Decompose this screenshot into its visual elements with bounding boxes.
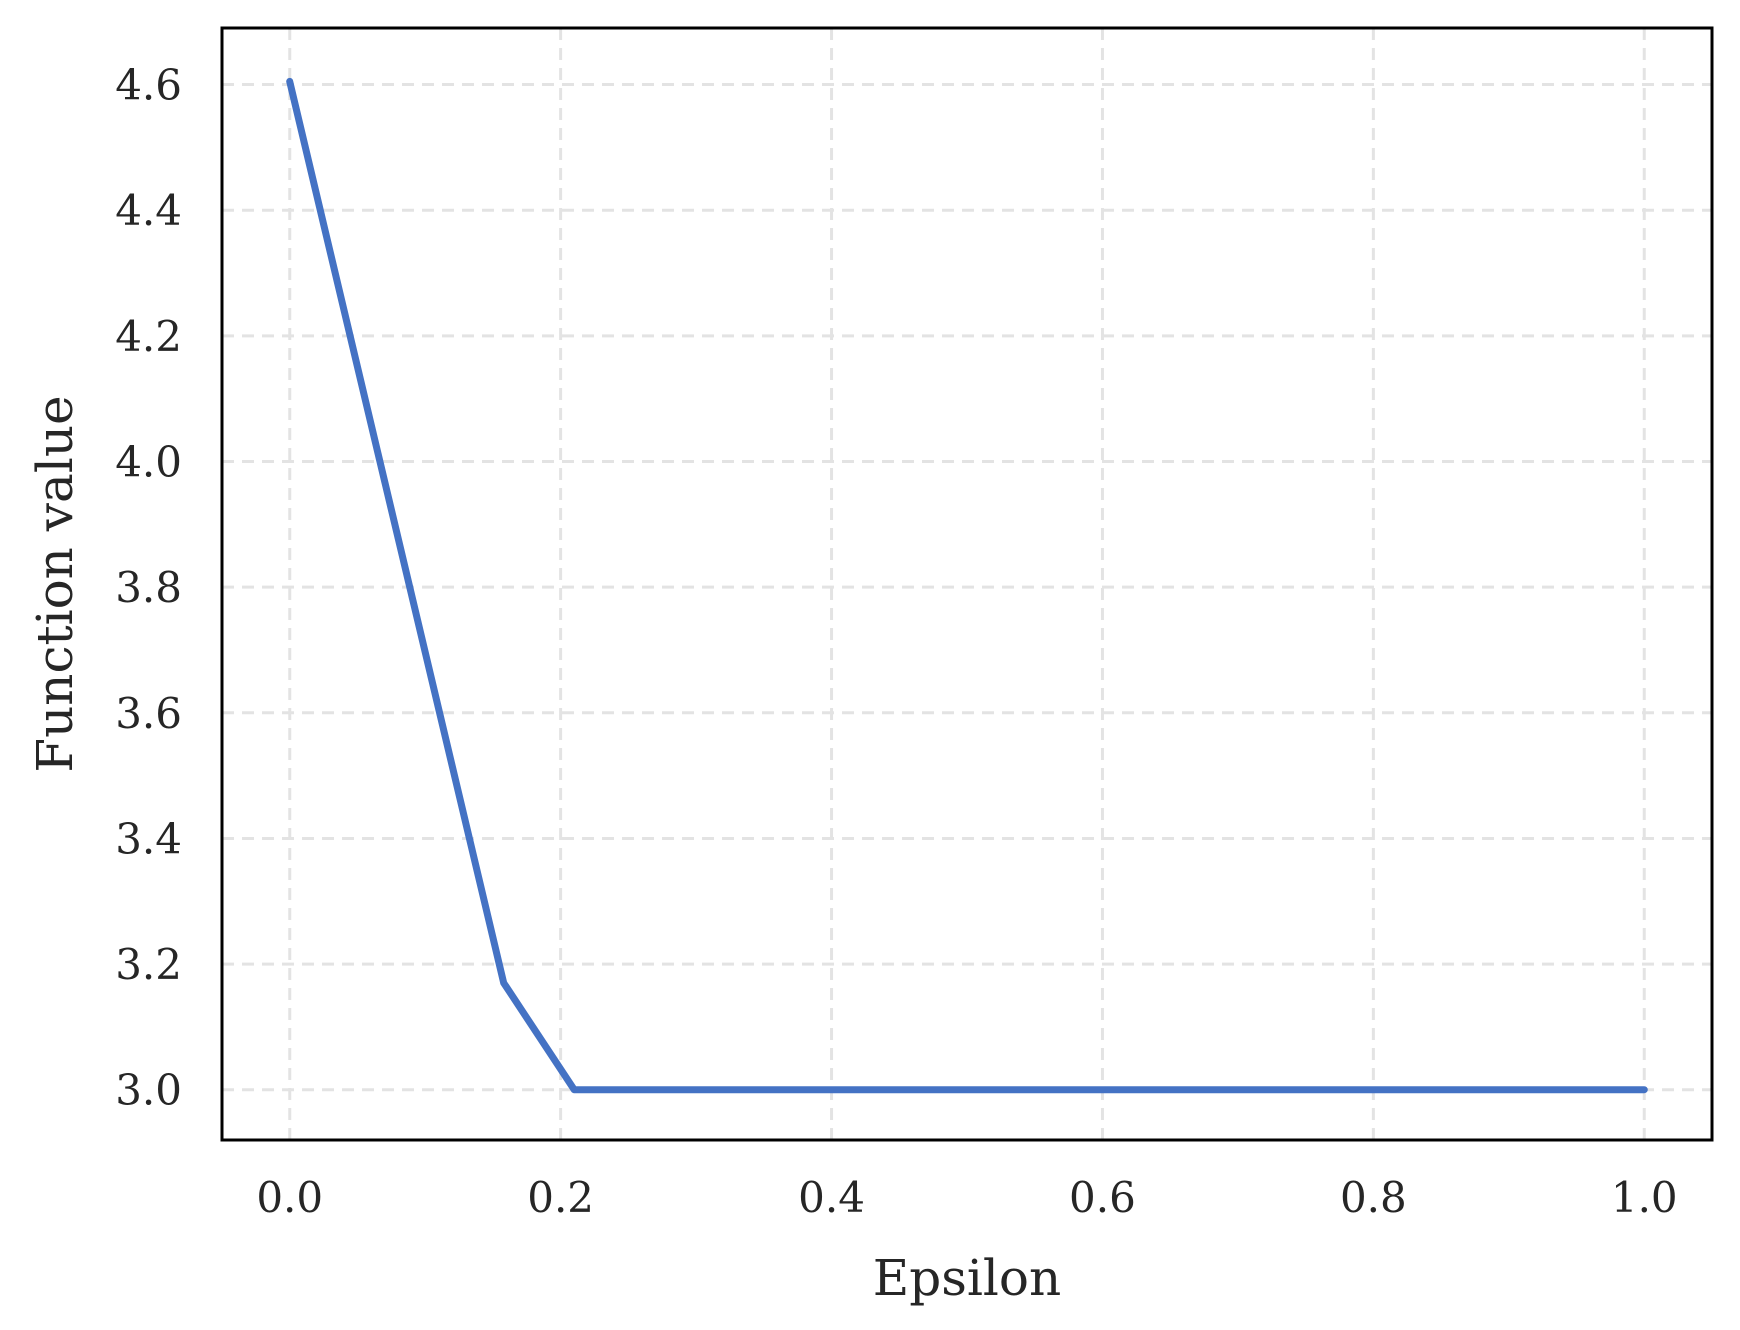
- y-axis-ticks: 3.0 3.2 3.4 3.6 3.8 4.0 4.2 4.4 4.6: [115, 61, 182, 1115]
- y-tick-label: 4.0: [115, 437, 182, 486]
- x-tick-label: 0.4: [798, 1173, 865, 1222]
- x-tick-label: 0.2: [527, 1173, 594, 1222]
- x-tick-label: 0.6: [1069, 1173, 1136, 1222]
- y-tick-label: 4.2: [115, 312, 182, 361]
- y-tick-label: 3.4: [115, 814, 182, 863]
- x-axis-ticks: 0.0 0.2 0.4 0.6 0.8 1.0: [256, 1173, 1677, 1222]
- x-tick-label: 1.0: [1611, 1173, 1678, 1222]
- y-tick-label: 3.2: [115, 940, 182, 989]
- series-line-0: [286, 77, 1648, 1094]
- y-tick-label: 3.0: [115, 1066, 182, 1115]
- x-axis-title: Epsilon: [873, 1249, 1061, 1307]
- grid: [222, 28, 1712, 1140]
- x-tick-label: 0.8: [1340, 1173, 1407, 1222]
- y-tick-label: 4.6: [115, 61, 182, 110]
- x-tick-label: 0.0: [256, 1173, 323, 1222]
- y-axis-title: Function value: [26, 395, 84, 772]
- series-layer: [286, 77, 1648, 1094]
- y-tick-label: 4.4: [115, 186, 182, 235]
- y-tick-label: 3.8: [115, 563, 182, 612]
- y-tick-label: 3.6: [115, 689, 182, 738]
- plot-frame: [220, 26, 1714, 1142]
